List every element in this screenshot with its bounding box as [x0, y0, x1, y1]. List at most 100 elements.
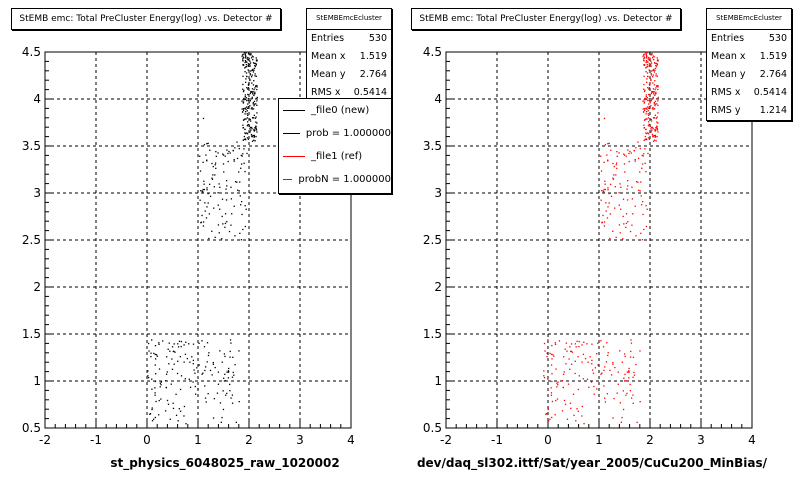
- data-point: [651, 76, 654, 78]
- data-point: [217, 371, 220, 373]
- data-point: [247, 123, 249, 126]
- data-point: [203, 180, 205, 182]
- data-point: [618, 204, 620, 206]
- data-point: [232, 356, 234, 358]
- data-point: [217, 204, 219, 206]
- data-point: [547, 407, 550, 409]
- stats-row-rms-x: RMS x 0.5414: [711, 87, 787, 98]
- data-point: [255, 57, 257, 59]
- data-point: [646, 63, 649, 66]
- data-point: [255, 85, 257, 87]
- data-point: [645, 138, 647, 140]
- data-point: [236, 181, 238, 183]
- data-point: [635, 363, 637, 366]
- data-point: [172, 402, 174, 404]
- data-point: [238, 350, 240, 352]
- x-tick-label: 1: [194, 433, 202, 447]
- data-point: [252, 134, 255, 137]
- data-point: [643, 109, 646, 111]
- data-point: [242, 64, 245, 66]
- data-point: [655, 87, 657, 89]
- data-point: [614, 366, 616, 369]
- data-point: [574, 360, 576, 362]
- data-point: [246, 110, 248, 112]
- data-point: [219, 402, 222, 404]
- data-point: [603, 385, 605, 387]
- data-point: [625, 155, 627, 157]
- data-point: [594, 367, 597, 369]
- data-point: [654, 128, 656, 131]
- data-point: [615, 236, 617, 239]
- data-point: [217, 224, 220, 226]
- data-point: [242, 119, 245, 121]
- data-point: [619, 208, 622, 210]
- data-point: [246, 117, 249, 119]
- data-point: [160, 384, 162, 386]
- data-point: [655, 64, 657, 67]
- data-point: [645, 67, 647, 69]
- data-point: [656, 116, 658, 118]
- data-point: [626, 188, 628, 190]
- data-point: [646, 72, 649, 74]
- data-point: [238, 400, 240, 403]
- data-point: [242, 228, 244, 231]
- data-point: [240, 239, 243, 241]
- data-point: [157, 414, 160, 416]
- data-point: [215, 155, 217, 157]
- data-point: [613, 398, 615, 400]
- data-point: [252, 68, 254, 71]
- data-point: [645, 57, 648, 59]
- data-point: [243, 135, 246, 138]
- data-point: [173, 363, 175, 365]
- data-point: [255, 127, 257, 129]
- data-point: [654, 69, 656, 72]
- data-point: [655, 75, 657, 77]
- data-point: [249, 54, 251, 56]
- data-point: [180, 340, 183, 343]
- data-point: [248, 102, 250, 104]
- data-point: [253, 103, 256, 105]
- data-point: [251, 106, 253, 109]
- data-point: [641, 154, 643, 157]
- data-point: [196, 367, 198, 369]
- data-point: [254, 75, 256, 77]
- data-point: [253, 94, 255, 97]
- data-point: [641, 239, 644, 241]
- data-point: [255, 121, 257, 123]
- data-point: [247, 99, 250, 101]
- data-point: [245, 75, 248, 78]
- data-point: [623, 223, 625, 225]
- data-point: [605, 361, 608, 363]
- x-tick-label: -2: [39, 433, 51, 447]
- data-point: [153, 352, 155, 355]
- data-point: [644, 162, 646, 164]
- data-point: [249, 91, 252, 93]
- data-point: [619, 350, 621, 352]
- data-point: [217, 192, 219, 194]
- data-point: [233, 158, 235, 161]
- data-point: [616, 155, 618, 157]
- data-point: [249, 74, 252, 76]
- data-point: [639, 171, 641, 173]
- data-point: [251, 135, 253, 137]
- data-point: [632, 394, 634, 396]
- data-point: [634, 158, 636, 161]
- data-point: [643, 88, 645, 90]
- data-point: [255, 116, 257, 118]
- data-point: [206, 143, 208, 145]
- data-point: [635, 147, 637, 149]
- data-point: [246, 125, 249, 127]
- data-point: [244, 98, 246, 101]
- data-point: [242, 57, 244, 60]
- data-point: [645, 53, 647, 55]
- data-point: [208, 183, 211, 185]
- data-point: [158, 342, 160, 344]
- data-point: [578, 345, 580, 348]
- data-point: [654, 88, 656, 91]
- data-point: [623, 353, 626, 355]
- data-point: [556, 382, 558, 384]
- data-point: [159, 382, 162, 384]
- data-point: [603, 191, 605, 193]
- data-point: [648, 138, 651, 140]
- data-point: [250, 108, 252, 110]
